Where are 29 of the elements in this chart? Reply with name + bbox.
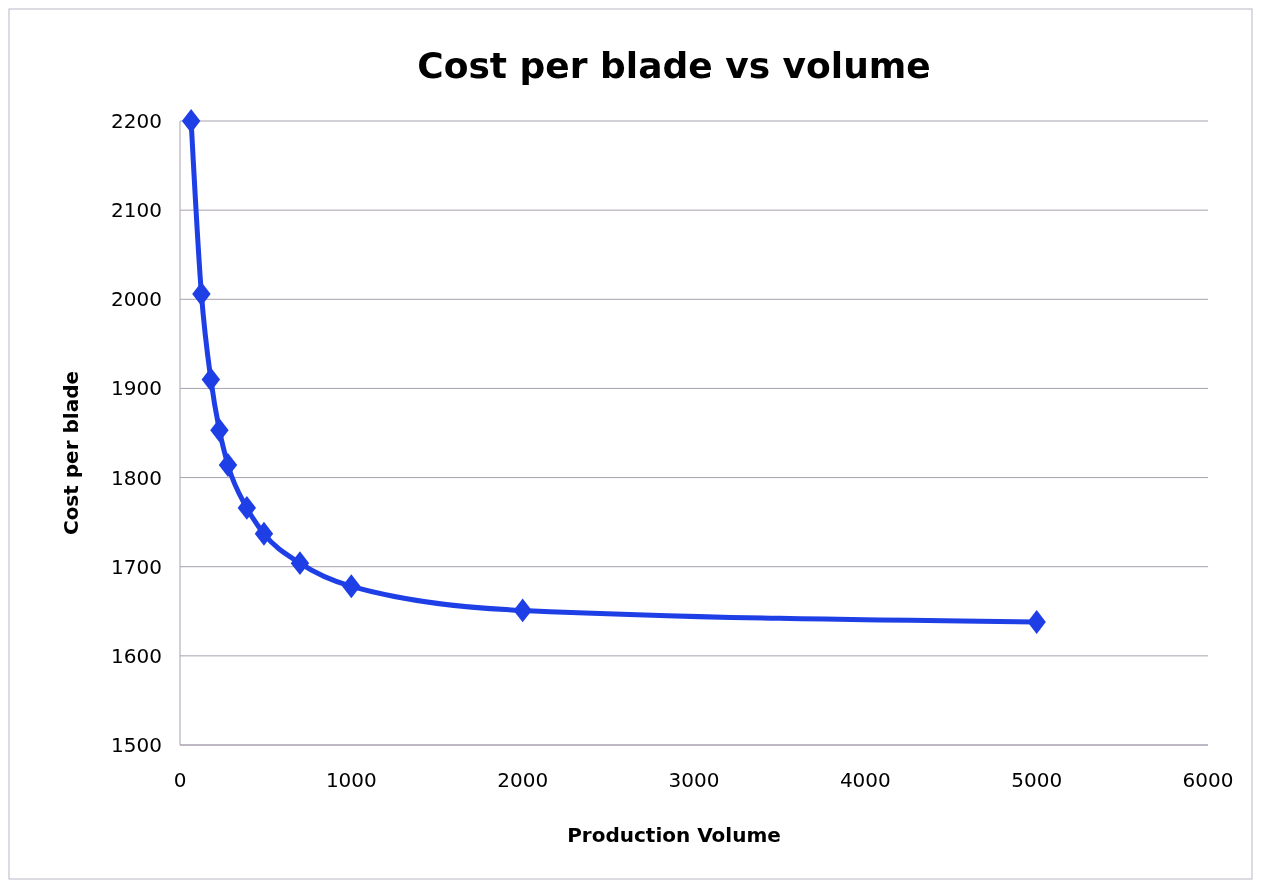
x-tick-label: 0	[173, 768, 187, 792]
chart-title: Cost per blade vs volume	[417, 45, 931, 86]
y-tick-label: 1600	[111, 643, 162, 668]
point	[237, 495, 257, 520]
point	[210, 418, 229, 443]
point	[192, 281, 211, 306]
x-tick-label: 3000	[668, 768, 720, 792]
point	[254, 521, 274, 546]
point	[201, 367, 221, 392]
point	[181, 109, 201, 133]
y-tick-label: 2100	[111, 198, 162, 223]
point	[513, 598, 532, 623]
y-axis-title: Cost per blade	[59, 370, 83, 536]
y-tick-label: 2200	[111, 109, 162, 133]
y-tick-label: 1800	[111, 465, 162, 490]
y-tick-label: 1700	[111, 554, 162, 579]
point	[342, 574, 361, 599]
x-tick-label: 5000	[1011, 768, 1063, 792]
point	[290, 551, 310, 576]
point	[1027, 610, 1046, 634]
y-tick-label: 2000	[111, 287, 162, 312]
y-tick-label: 1900	[111, 376, 162, 401]
x-axis-title: Production Volume	[567, 823, 781, 847]
x-tick-label: 4000	[839, 768, 891, 792]
x-tick-label: 6000	[1182, 768, 1234, 792]
x-tick-label: 1000	[325, 768, 377, 792]
point	[218, 453, 238, 478]
y-tick-label: 1500	[111, 733, 162, 757]
x-tick-label: 2000	[497, 768, 549, 792]
